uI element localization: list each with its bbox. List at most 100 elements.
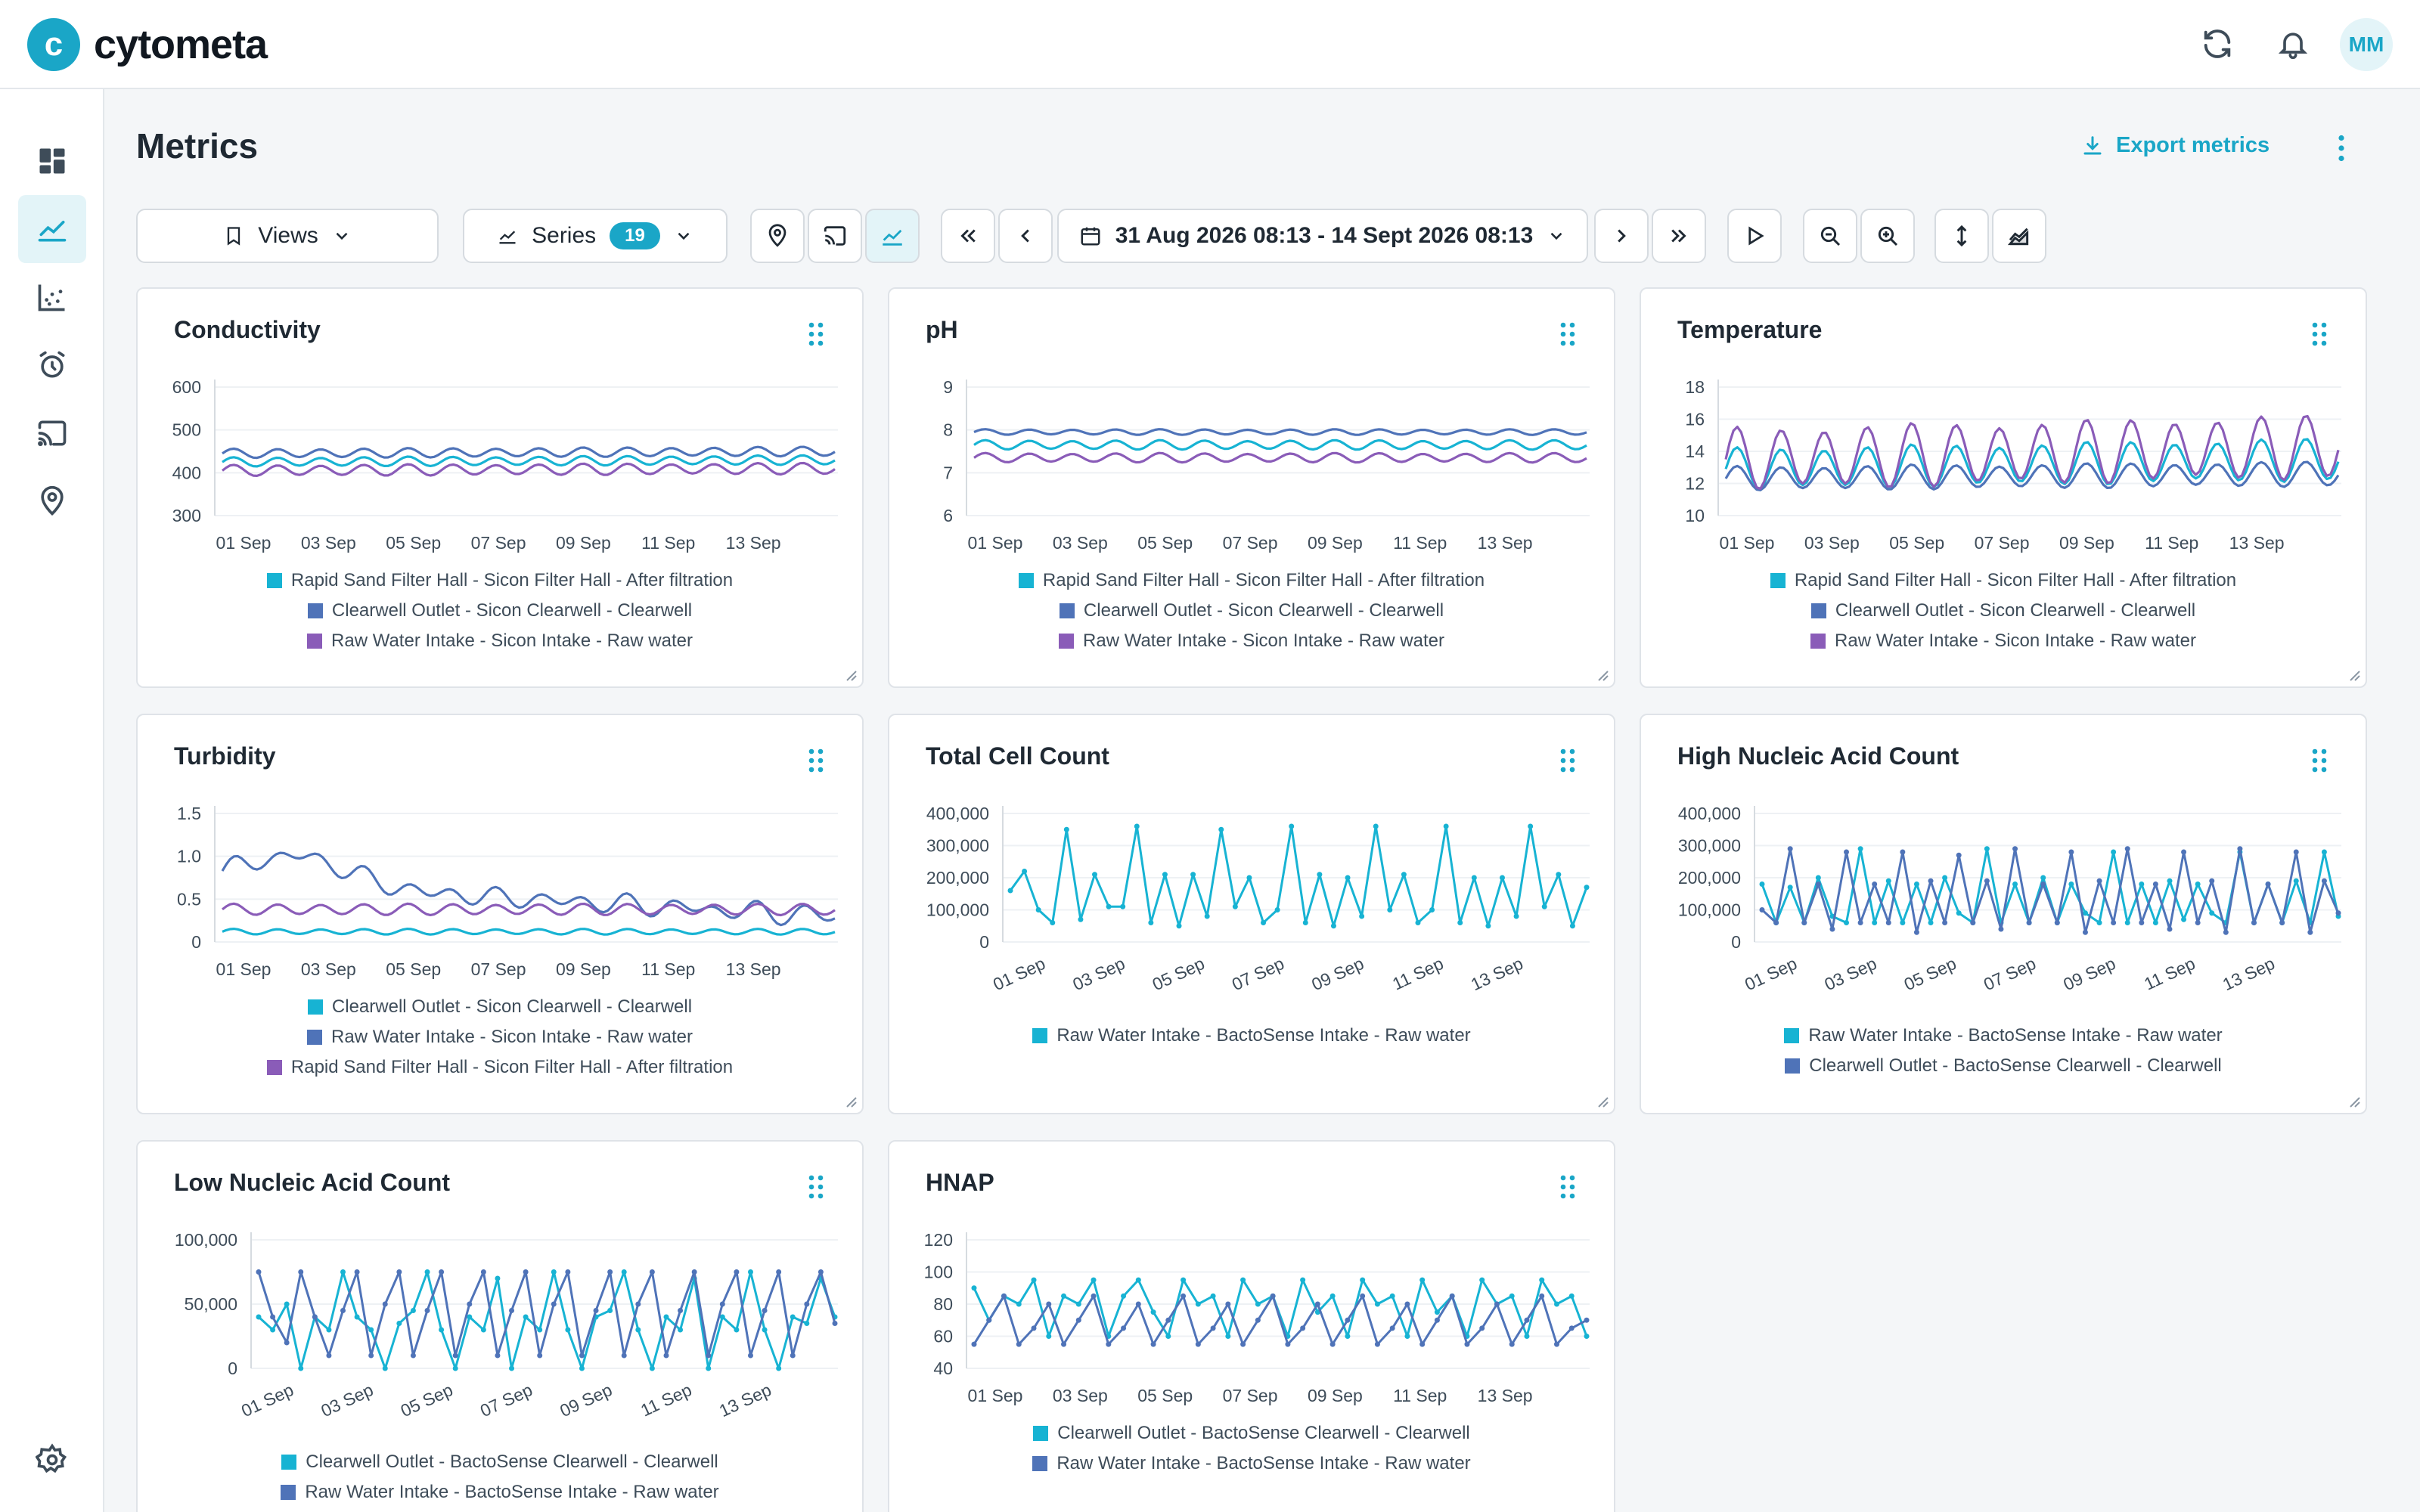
data-point	[326, 1327, 332, 1333]
y-tick-label: 100,000	[926, 900, 989, 920]
legend-item[interactable]: Raw Water Intake - Sicon Intake - Raw wa…	[1810, 631, 2196, 652]
resize-handle-icon[interactable]	[842, 1093, 858, 1108]
y-tick-label: 8	[943, 420, 953, 440]
data-point	[1857, 846, 1863, 852]
legend-item[interactable]: Clearwell Outlet - Sicon Clearwell - Cle…	[1810, 600, 2195, 621]
legend-item[interactable]: Clearwell Outlet - BactoSense Clearwell …	[1033, 1423, 1470, 1444]
refresh-icon[interactable]	[2196, 23, 2238, 65]
user-avatar[interactable]: MM	[2340, 18, 2393, 71]
y-tick-label: 6	[943, 506, 953, 525]
drag-handle-icon[interactable]	[806, 1173, 826, 1201]
y-tick-label: 300	[172, 506, 201, 525]
jump-end-button[interactable]	[1652, 209, 1706, 263]
legend-item[interactable]: Raw Water Intake - Sicon Intake - Raw wa…	[307, 631, 693, 652]
date-range-picker[interactable]: 31 Aug 2026 08:13 - 14 Sept 2026 08:13	[1057, 209, 1588, 263]
legend-item[interactable]: Raw Water Intake - Sicon Intake - Raw wa…	[307, 1027, 693, 1048]
data-point	[410, 1308, 416, 1313]
data-point	[1539, 1293, 1545, 1299]
data-point	[2195, 920, 2201, 925]
resize-handle-icon[interactable]	[842, 667, 858, 682]
line-view-button[interactable]	[865, 209, 920, 263]
x-tick-label: 07 Sep	[1975, 533, 2030, 553]
legend-item[interactable]: Clearwell Outlet - Sicon Clearwell - Cle…	[307, 600, 692, 621]
more-menu-icon[interactable]	[2325, 132, 2358, 165]
data-point	[1568, 1325, 1575, 1331]
sidebar-item-dashboard[interactable]	[18, 127, 86, 195]
chart-settings-button[interactable]	[1992, 209, 2046, 263]
drag-handle-icon[interactable]	[2310, 321, 2329, 348]
legend-item[interactable]: Clearwell Outlet - BactoSense Clearwell …	[1785, 1055, 2222, 1077]
fit-vertical-button[interactable]	[1934, 209, 1989, 263]
legend-item[interactable]: Raw Water Intake - BactoSense Intake - R…	[1784, 1025, 2223, 1046]
y-tick-label: 500	[172, 420, 201, 440]
legend-item[interactable]: Raw Water Intake - BactoSense Intake - R…	[281, 1482, 719, 1503]
sidebar-item-cast[interactable]	[18, 399, 86, 467]
data-point	[480, 1269, 486, 1275]
bell-icon[interactable]	[2272, 23, 2314, 65]
views-dropdown[interactable]: Views	[136, 209, 439, 263]
sidebar-item-scatter[interactable]	[18, 263, 86, 331]
x-tick-label: 09 Sep	[556, 533, 611, 553]
legend-label: Raw Water Intake - BactoSense Intake - R…	[1056, 1453, 1471, 1473]
sidebar-item-alarms[interactable]	[18, 331, 86, 399]
resize-handle-icon[interactable]	[1594, 667, 1609, 682]
chart-title: pH	[926, 316, 958, 343]
legend-item[interactable]: Clearwell Outlet - Sicon Clearwell - Cle…	[307, 996, 692, 1018]
legend-item[interactable]: Rapid Sand Filter Hall - Sicon Filter Ha…	[1018, 570, 1485, 591]
double-chevron-left-icon	[960, 229, 976, 243]
export-metrics-button[interactable]: Export metrics	[2081, 133, 2270, 158]
y-tick-label: 100	[924, 1263, 953, 1282]
y-tick-label: 400	[172, 463, 201, 482]
brand-logo[interactable]: c cytometa	[27, 17, 268, 73]
x-tick-label: 03 Sep	[1053, 533, 1108, 553]
drag-handle-icon[interactable]	[1558, 1173, 1578, 1201]
next-period-button[interactable]	[1594, 209, 1649, 263]
zoom-in-button[interactable]	[1860, 209, 1915, 263]
data-point	[1389, 1325, 1395, 1331]
locations-filter-button[interactable]	[750, 209, 805, 263]
drag-handle-icon[interactable]	[1558, 321, 1578, 348]
resize-handle-icon[interactable]	[2346, 1093, 2361, 1108]
previous-period-button[interactable]	[998, 209, 1053, 263]
resize-handle-icon[interactable]	[2346, 667, 2361, 682]
chart-plot: 9 8 7 6 01 Sep 03 Sep 05 Sep 07 Sep 09 Sep 11 Sep…	[943, 377, 1590, 553]
data-point	[762, 1308, 768, 1313]
data-point	[1135, 1301, 1141, 1307]
data-point	[1255, 1317, 1261, 1323]
jump-start-button[interactable]	[941, 209, 995, 263]
legend-item[interactable]: Raw Water Intake - Sicon Intake - Raw wa…	[1059, 631, 1444, 652]
resize-handle-icon[interactable]	[1594, 1093, 1609, 1108]
play-button[interactable]	[1727, 209, 1782, 263]
data-point	[621, 1269, 627, 1275]
data-point	[2237, 846, 2243, 852]
legend-item[interactable]: Rapid Sand Filter Hall - Sicon Filter Ha…	[1770, 570, 2236, 591]
legend-swatch	[1032, 1028, 1048, 1043]
drag-handle-icon[interactable]	[1558, 747, 1578, 774]
sidebar-item-locations[interactable]	[18, 467, 86, 535]
zoom-out-button[interactable]	[1803, 209, 1857, 263]
y-tick-label: 50,000	[185, 1294, 237, 1314]
data-point	[396, 1321, 402, 1326]
drag-handle-icon[interactable]	[806, 747, 826, 774]
x-tick-label: 03 Sep	[1069, 953, 1128, 994]
legend-item[interactable]: Rapid Sand Filter Hall - Sicon Filter Ha…	[266, 570, 733, 591]
legend-item[interactable]: Rapid Sand Filter Hall - Sicon Filter Ha…	[266, 1057, 733, 1078]
data-point	[1434, 1317, 1440, 1323]
legend-item[interactable]: Clearwell Outlet - Sicon Clearwell - Cle…	[1059, 600, 1444, 621]
data-point	[1569, 923, 1575, 929]
sidebar-item-settings[interactable]	[18, 1426, 86, 1494]
drag-handle-icon[interactable]	[806, 321, 826, 348]
data-point	[1872, 920, 1878, 925]
data-point	[256, 1269, 262, 1275]
legend-item[interactable]: Raw Water Intake - BactoSense Intake - R…	[1032, 1453, 1471, 1474]
zoom-in-icon	[1878, 226, 1898, 246]
data-point	[607, 1308, 613, 1313]
sidebar-item-metrics[interactable]	[18, 195, 86, 263]
x-tick-label: 03 Sep	[318, 1380, 376, 1421]
legend-item[interactable]: Clearwell Outlet - BactoSense Clearwell …	[281, 1452, 718, 1473]
drag-handle-icon[interactable]	[2310, 747, 2329, 774]
devices-filter-button[interactable]	[808, 209, 862, 263]
legend-item[interactable]: Raw Water Intake - BactoSense Intake - R…	[1032, 1025, 1471, 1046]
legend-swatch	[1810, 603, 1826, 618]
series-dropdown[interactable]: Series 19	[463, 209, 728, 263]
